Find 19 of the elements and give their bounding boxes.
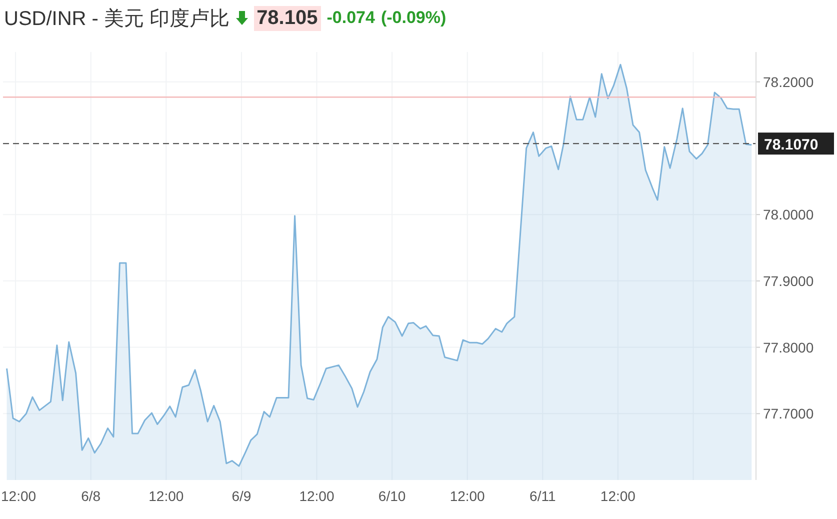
x-tick-label: 6/11 <box>530 488 556 504</box>
text: -0.074 <box>326 8 375 28</box>
x-tick-label: 12:00 <box>148 488 184 504</box>
x-tick-label: 12:00 <box>450 488 486 504</box>
y-tick-label: 78.0000 <box>763 206 814 223</box>
y-tick-label: 77.8000 <box>763 339 814 356</box>
text: (-0.09%) <box>380 8 446 28</box>
x-tick-label: 6/8 <box>81 488 101 504</box>
chart-title: USD/INR - 美元 印度卢比 <box>4 6 230 32</box>
x-tick-label: 12:00 <box>600 488 636 504</box>
x-tick-label: 6/9 <box>232 488 252 504</box>
ref-line-label: 78.1070 <box>764 136 818 154</box>
x-tick-label: 12:00 <box>299 488 334 504</box>
y-tick-label: 77.9000 <box>763 272 814 289</box>
y-tick-label: 77.7000 <box>763 406 814 422</box>
x-tick-label: 12:00 <box>1 488 36 504</box>
text: 78.105 <box>254 6 321 30</box>
x-tick-label: 6/10 <box>378 488 406 504</box>
y-tick-label: 78.2000 <box>763 74 814 90</box>
